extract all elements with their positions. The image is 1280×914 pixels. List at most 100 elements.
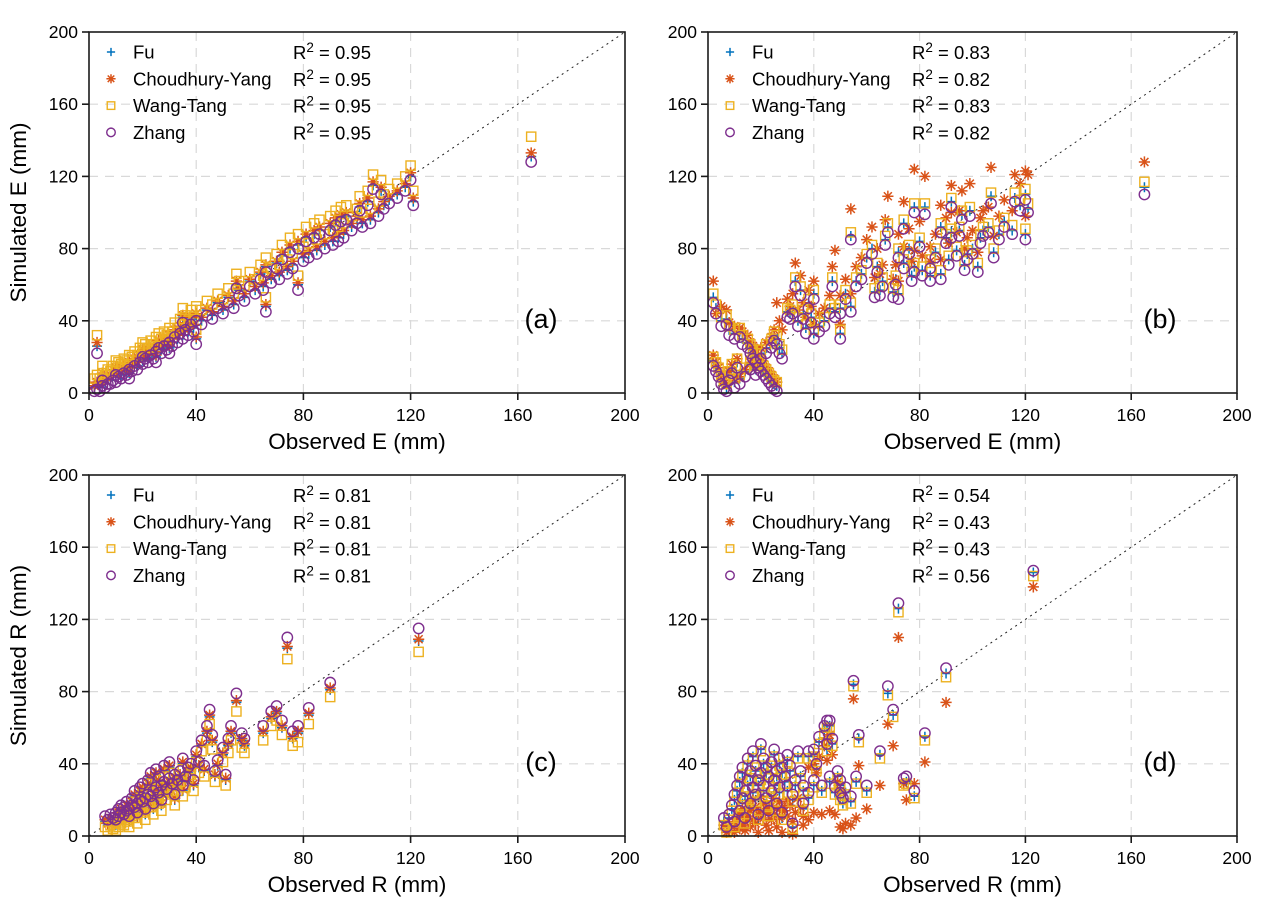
y-tick-label: 40 xyxy=(59,311,79,331)
y-tick-label: 200 xyxy=(49,22,78,42)
y-tick-label: 160 xyxy=(668,537,697,557)
r2-value-zhang: R2 = 0.56 xyxy=(912,563,990,586)
legend: Fu R2 = 0.83 Choudhury-Yang R2 = 0.82 Wang-T… xyxy=(725,40,990,143)
x-tick-label: 160 xyxy=(503,848,532,868)
legend-label: Choudhury-Yang xyxy=(752,68,891,89)
x-tick-label: 200 xyxy=(610,405,639,425)
legend-label: Zhang xyxy=(752,122,804,143)
y-tick-label: 160 xyxy=(49,537,78,557)
axis-ticks xyxy=(701,474,1238,843)
legend-label: Zhang xyxy=(752,565,804,586)
legend-item-choudhury-yang: Choudhury-Yang xyxy=(725,511,891,532)
x-tick-label: 80 xyxy=(910,848,930,868)
tick-labels: 00 40 40 80 80 120 120 160 160 200 200 xyxy=(668,22,1252,425)
y-tick-label: 200 xyxy=(668,22,697,42)
legend-item-fu: Fu xyxy=(106,485,155,506)
panel-letter: (d) xyxy=(1144,747,1177,777)
y-tick-label: 80 xyxy=(678,682,698,702)
r2-value-fu: R2 = 0.83 xyxy=(912,40,990,63)
x-tick-label: 0 xyxy=(703,848,713,868)
series-points-fu xyxy=(708,182,1150,393)
plot-box xyxy=(88,474,626,837)
x-tick-label: 80 xyxy=(910,405,930,425)
r2-value-zhang: R2 = 0.81 xyxy=(293,563,371,586)
r2-value-fu: R2 = 0.95 xyxy=(293,40,371,63)
y-tick-label: 80 xyxy=(678,239,698,259)
legend-item-choudhury-yang: Choudhury-Yang xyxy=(106,511,272,532)
series-points-zhang xyxy=(717,564,1040,833)
y-tick-label: 80 xyxy=(59,239,79,259)
series-points-zhang xyxy=(707,188,1151,398)
x-axis-title: Observed E (mm) xyxy=(268,429,446,454)
y-tick-label: 0 xyxy=(68,383,78,403)
axis-ticks xyxy=(82,474,626,843)
y-tick-label: 40 xyxy=(678,311,698,331)
y-tick-label: 0 xyxy=(687,383,697,403)
y-tick-label: 40 xyxy=(678,754,698,774)
r2-value-wang-tang: R2 = 0.43 xyxy=(912,537,990,560)
legend-label: Fu xyxy=(133,485,155,506)
panel-d: 00 40 40 80 80 120 120 160 160 200 200 Observed R (… xyxy=(668,465,1252,897)
r2-value-fu: R2 = 0.54 xyxy=(912,483,990,506)
axis-ticks xyxy=(701,31,1238,400)
y-axis-title: Simulated R (mm) xyxy=(6,565,31,746)
legend-label: Choudhury-Yang xyxy=(752,511,891,532)
y-tick-label: 0 xyxy=(68,826,78,846)
x-axis-title: Observed E (mm) xyxy=(884,429,1062,454)
legend-label: Choudhury-Yang xyxy=(133,511,272,532)
x-axis-title: Observed R (mm) xyxy=(268,872,447,897)
legend-label: Fu xyxy=(752,485,774,506)
y-tick-label: 200 xyxy=(668,465,697,485)
x-tick-label: 120 xyxy=(1011,405,1040,425)
x-tick-label: 0 xyxy=(84,848,94,868)
r2-value-choudhury-yang: R2 = 0.43 xyxy=(912,510,990,533)
tick-labels: 00 40 40 80 80 120 120 160 160 200 200 xyxy=(49,22,640,425)
y-axis-title: Simulated E (mm) xyxy=(6,122,31,302)
x-tick-label: 200 xyxy=(1222,848,1251,868)
x-tick-label: 120 xyxy=(1011,848,1040,868)
x-tick-label: 40 xyxy=(186,848,206,868)
legend-label: Zhang xyxy=(133,565,185,586)
r2-value-wang-tang: R2 = 0.81 xyxy=(293,537,371,560)
legend-label: Fu xyxy=(133,42,155,63)
gridlines xyxy=(708,475,1237,836)
legend-label: Wang-Tang xyxy=(752,95,846,116)
legend-label: Wang-Tang xyxy=(133,538,227,559)
series-points-wang-tang xyxy=(707,176,1150,390)
x-tick-label: 40 xyxy=(186,405,206,425)
r2-value-zhang: R2 = 0.95 xyxy=(293,120,371,143)
tick-labels: 00 40 40 80 80 120 120 160 160 200 200 xyxy=(668,465,1252,868)
plot-box xyxy=(707,474,1238,837)
panel-letter: (a) xyxy=(525,304,558,334)
plot-box xyxy=(88,31,626,394)
y-tick-label: 160 xyxy=(49,94,78,114)
legend-item-fu: Fu xyxy=(725,485,774,506)
r2-value-choudhury-yang: R2 = 0.82 xyxy=(912,67,990,90)
legend-item-zhang: Zhang xyxy=(106,122,185,143)
panel-a: 00 40 40 80 80 120 120 160 160 200 200 Observed E (… xyxy=(6,22,640,454)
y-tick-label: 40 xyxy=(59,754,79,774)
series-points-zhang xyxy=(99,622,425,826)
legend-item-zhang: Zhang xyxy=(725,565,804,586)
plot-box xyxy=(707,31,1238,394)
legend-label: Choudhury-Yang xyxy=(133,68,272,89)
legend-item-wang-tang: Wang-Tang xyxy=(106,538,227,559)
r2-value-wang-tang: R2 = 0.83 xyxy=(912,94,990,117)
x-tick-label: 200 xyxy=(1222,405,1251,425)
x-tick-label: 80 xyxy=(294,848,314,868)
x-tick-label: 120 xyxy=(396,848,425,868)
gridlines xyxy=(89,475,625,836)
legend-item-wang-tang: Wang-Tang xyxy=(725,95,846,116)
y-tick-label: 200 xyxy=(49,465,78,485)
x-tick-label: 160 xyxy=(503,405,532,425)
r2-value-zhang: R2 = 0.82 xyxy=(912,120,990,143)
legend-item-choudhury-yang: Choudhury-Yang xyxy=(725,68,891,89)
legend-item-fu: Fu xyxy=(106,42,155,63)
panel-letter: (b) xyxy=(1144,304,1177,334)
y-tick-label: 120 xyxy=(668,609,697,629)
panel-c: 00 40 40 80 80 120 120 160 160 200 200 Observed R (… xyxy=(6,465,640,897)
legend-label: Wang-Tang xyxy=(133,95,227,116)
r2-value-choudhury-yang: R2 = 0.95 xyxy=(293,67,371,90)
gridlines xyxy=(89,32,625,393)
